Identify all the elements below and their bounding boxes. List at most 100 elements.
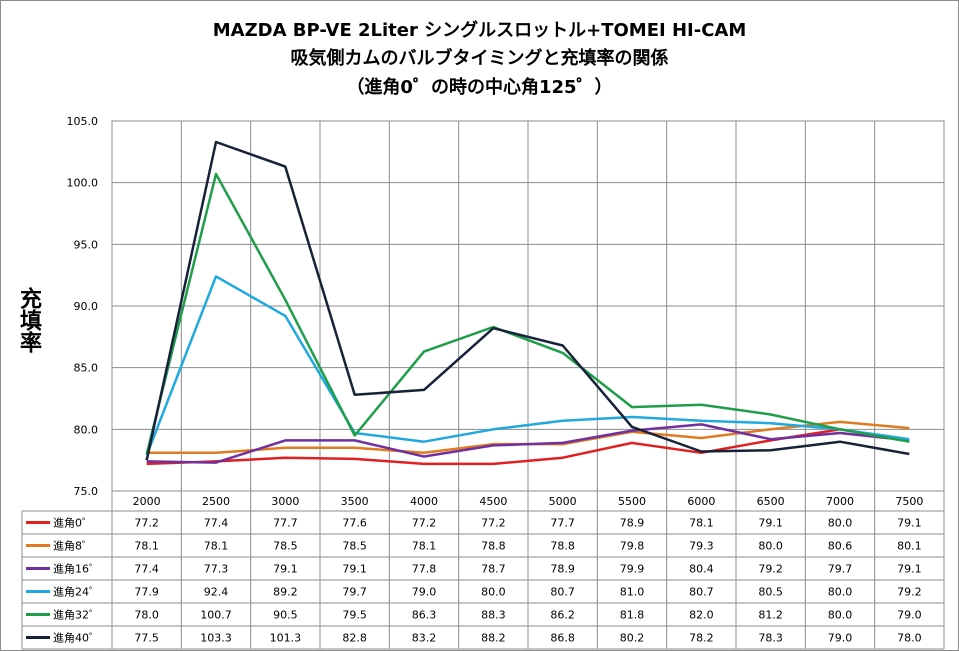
data-label: 80.0 xyxy=(828,517,853,530)
data-label: 83.2 xyxy=(412,632,437,645)
data-label: 88.2 xyxy=(481,632,506,645)
data-label: 77.7 xyxy=(550,517,575,530)
data-label: 78.1 xyxy=(134,540,159,553)
data-label: 79.0 xyxy=(897,609,922,622)
chart-title-line-1: MAZDA BP-VE 2Liter シングルスロットル+TOMEI HI-CA… xyxy=(212,20,747,41)
data-label: 78.1 xyxy=(412,540,437,553)
legend-label-1: 進角0゜ xyxy=(53,517,93,530)
data-label: 79.0 xyxy=(828,632,853,645)
data-label: 101.3 xyxy=(270,632,302,645)
x-tick-label: 6500 xyxy=(757,495,785,508)
x-tick-label: 5000 xyxy=(549,495,577,508)
data-label: 88.3 xyxy=(481,609,506,622)
data-label: 78.1 xyxy=(204,540,229,553)
x-tick-label: 4500 xyxy=(479,495,507,508)
data-label: 77.2 xyxy=(412,517,437,530)
data-label: 78.5 xyxy=(273,540,298,553)
data-label: 80.0 xyxy=(828,586,853,599)
data-label: 92.4 xyxy=(204,586,229,599)
data-label: 79.5 xyxy=(342,609,367,622)
data-label: 80.4 xyxy=(689,563,714,576)
data-label: 80.0 xyxy=(758,540,783,553)
y-tick-label: 85.0 xyxy=(74,362,99,375)
series-line-6 xyxy=(145,140,910,461)
legend-label-6: 進角40゜ xyxy=(53,632,100,645)
data-label: 79.3 xyxy=(689,540,714,553)
y-tick-label: 95.0 xyxy=(74,238,99,251)
data-label: 86.8 xyxy=(550,632,575,645)
x-tick-label: 4000 xyxy=(410,495,438,508)
x-tick-label: 3500 xyxy=(341,495,369,508)
x-tick-label: 2000 xyxy=(133,495,161,508)
data-label: 81.2 xyxy=(758,609,783,622)
data-label: 90.5 xyxy=(273,609,298,622)
data-label: 79.2 xyxy=(758,563,783,576)
data-label: 77.5 xyxy=(134,632,159,645)
series-line-5 xyxy=(145,172,910,455)
data-label: 78.2 xyxy=(689,632,714,645)
data-label: 80.6 xyxy=(828,540,853,553)
data-label: 77.6 xyxy=(342,517,367,530)
y-tick-label: 75.0 xyxy=(74,485,99,498)
data-label: 77.8 xyxy=(412,563,437,576)
y-tick-label: 80.0 xyxy=(74,423,99,436)
data-label: 79.1 xyxy=(273,563,298,576)
data-label: 81.0 xyxy=(620,586,645,599)
data-label: 78.8 xyxy=(481,540,506,553)
data-label: 79.1 xyxy=(897,517,922,530)
data-label: 78.5 xyxy=(342,540,367,553)
x-tick-label: 3000 xyxy=(271,495,299,508)
data-label: 79.1 xyxy=(342,563,367,576)
chart-title-line-3: （進角0゜の時の中心角125゜） xyxy=(346,77,613,98)
data-label: 103.3 xyxy=(200,632,232,645)
data-label: 81.8 xyxy=(620,609,645,622)
chart-title-line-2: 吸気側カムのバルブタイミングと充填率の関係 xyxy=(290,48,669,69)
x-tick-label: 6000 xyxy=(687,495,715,508)
data-label: 80.0 xyxy=(481,586,506,599)
legend-label-3: 進角16゜ xyxy=(53,563,100,576)
legend-label-4: 進角24゜ xyxy=(53,586,100,599)
data-label: 79.1 xyxy=(758,517,783,530)
data-label: 79.2 xyxy=(897,586,922,599)
data-label: 86.3 xyxy=(412,609,437,622)
x-tick-label: 5500 xyxy=(618,495,646,508)
data-label: 77.4 xyxy=(204,517,229,530)
data-label: 86.2 xyxy=(550,609,575,622)
data-label: 78.8 xyxy=(550,540,575,553)
data-label: 80.0 xyxy=(828,609,853,622)
data-label: 79.1 xyxy=(897,563,922,576)
x-tick-label: 7500 xyxy=(895,495,923,508)
data-label: 82.8 xyxy=(342,632,367,645)
data-label: 78.9 xyxy=(620,517,645,530)
data-label: 79.7 xyxy=(342,586,367,599)
data-label: 79.8 xyxy=(620,540,645,553)
data-label: 79.9 xyxy=(620,563,645,576)
data-label: 78.7 xyxy=(481,563,506,576)
x-tick-label: 7000 xyxy=(826,495,854,508)
data-label: 78.0 xyxy=(134,609,159,622)
data-label: 77.7 xyxy=(273,517,298,530)
data-label: 77.2 xyxy=(481,517,506,530)
legend-label-5: 進角32゜ xyxy=(53,609,100,622)
x-tick-label: 2500 xyxy=(202,495,230,508)
y-tick-label: 105.0 xyxy=(67,115,99,128)
y-axis-label: 充填率 xyxy=(16,287,41,353)
data-label: 78.3 xyxy=(758,632,783,645)
data-label: 80.7 xyxy=(689,586,714,599)
data-label: 89.2 xyxy=(273,586,298,599)
data-label: 80.5 xyxy=(758,586,783,599)
data-label: 80.7 xyxy=(550,586,575,599)
data-label: 77.2 xyxy=(134,517,159,530)
series-line-4 xyxy=(145,275,910,456)
data-label: 78.9 xyxy=(550,563,575,576)
data-label: 79.7 xyxy=(828,563,853,576)
data-label: 77.9 xyxy=(134,586,159,599)
data-label: 100.7 xyxy=(200,609,232,622)
data-label: 82.0 xyxy=(689,609,714,622)
y-tick-label: 100.0 xyxy=(67,177,99,190)
legend-label-2: 進角8゜ xyxy=(53,540,93,553)
data-label: 80.1 xyxy=(897,540,922,553)
data-label: 78.0 xyxy=(897,632,922,645)
data-label: 78.1 xyxy=(689,517,714,530)
